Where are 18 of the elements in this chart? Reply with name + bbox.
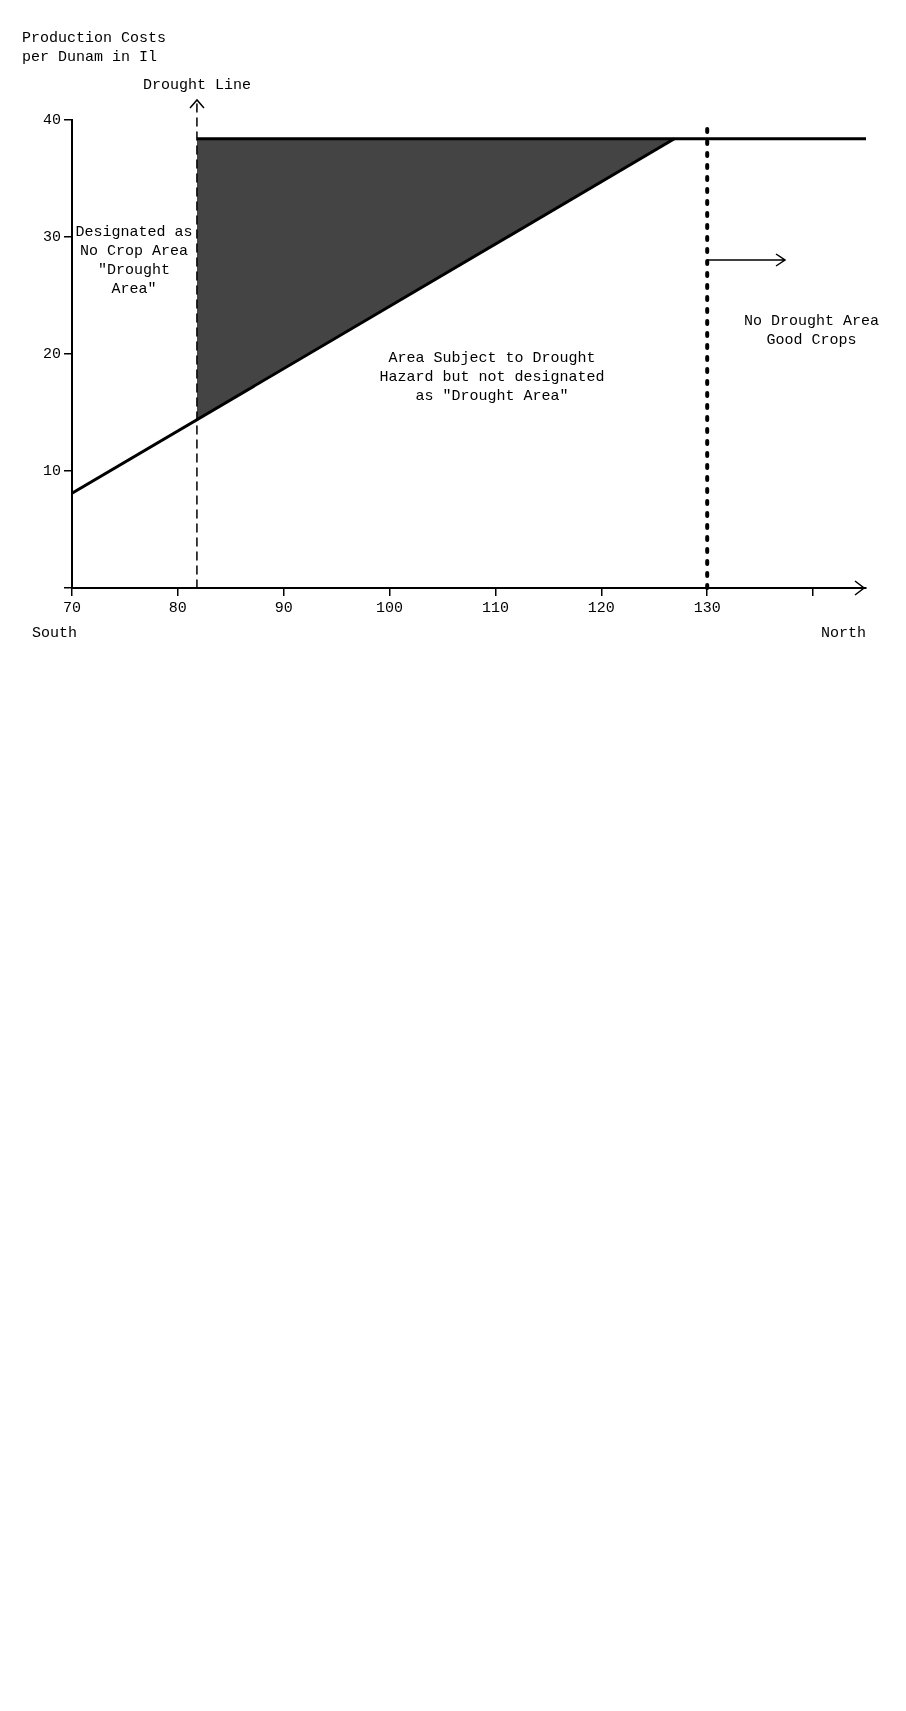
y-tick-label: 30 — [42, 228, 61, 246]
x-tick-label: 130 — [693, 599, 721, 617]
x-tick-label: 110 — [481, 599, 509, 617]
y-axis-title: Production Costs per Dunam in Il — [22, 30, 167, 67]
annotation: Area Subject to Drought Hazard but not designated as "Drought Area" — [379, 350, 605, 406]
text: South — [32, 624, 78, 642]
annotation: No Drought Area Good Crops — [744, 313, 880, 350]
y-tick-label: 20 — [42, 345, 61, 363]
x-tick-label: 90 — [274, 599, 293, 617]
x-tick-label: 120 — [587, 599, 615, 617]
x-tick-label: 80 — [168, 599, 187, 617]
text: North — [820, 624, 866, 642]
x-tick-label: 70 — [63, 599, 82, 617]
x-tick-label: 100 — [376, 599, 404, 617]
ref-line-label: Drought Line — [142, 76, 251, 94]
y-tick-label: 10 — [42, 462, 61, 480]
y-tick-label: 40 — [42, 111, 61, 129]
annotation: Designated as No Crop Area "Drought Area" — [75, 223, 193, 298]
